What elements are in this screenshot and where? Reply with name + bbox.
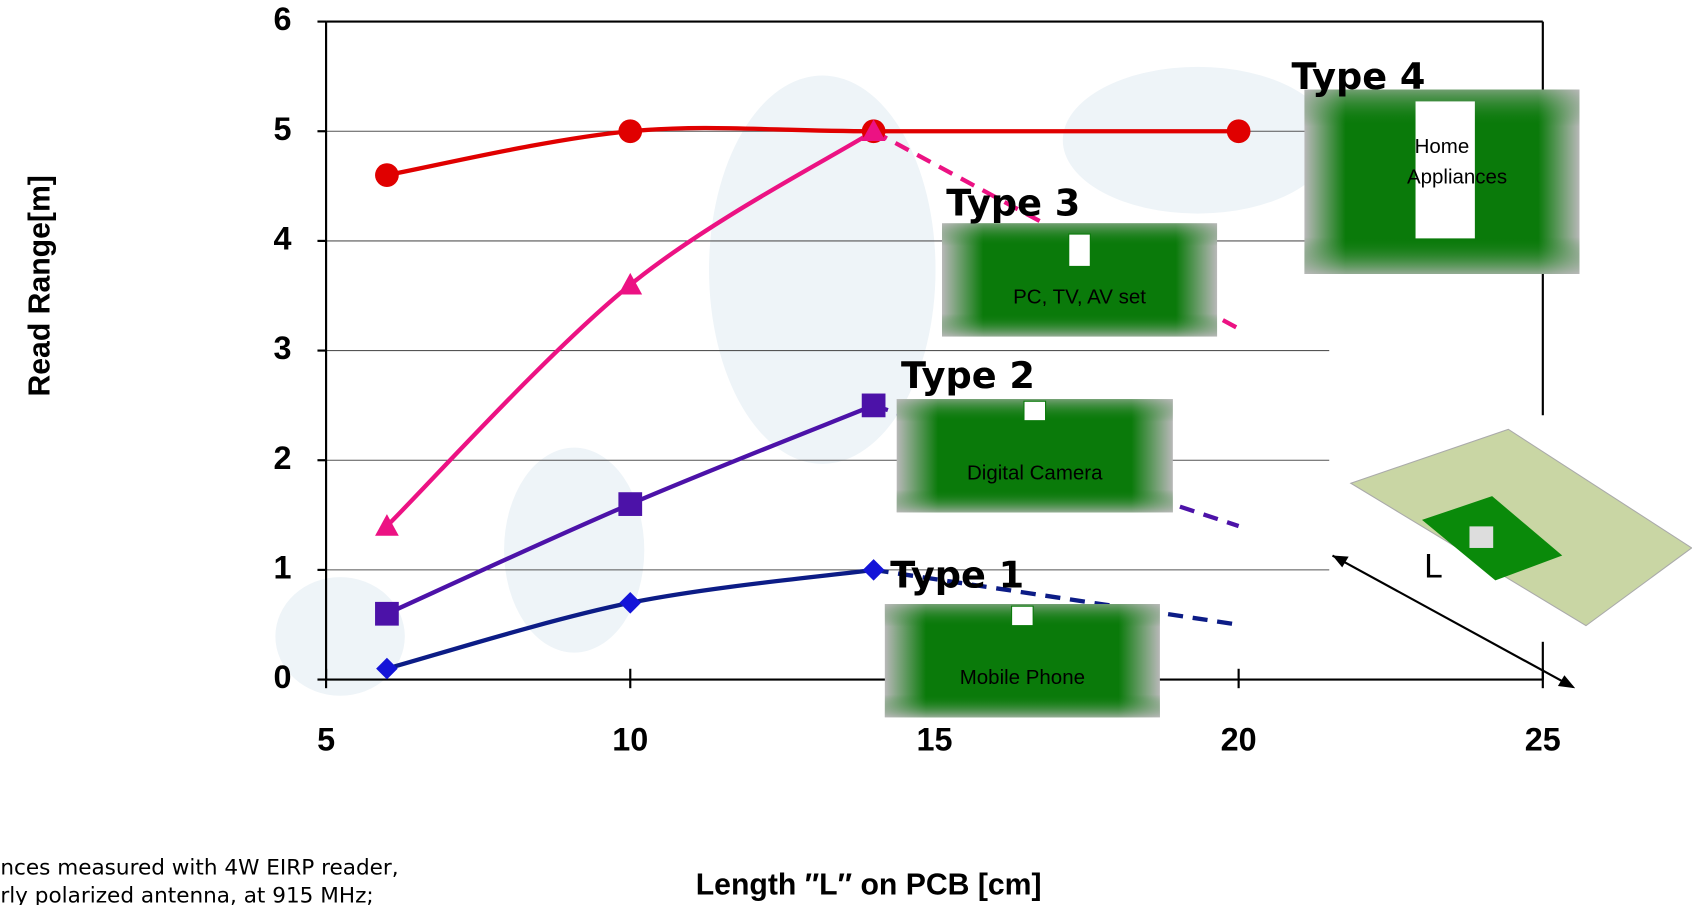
marker <box>862 394 886 418</box>
y-axis-title: Read Range[m] <box>23 175 56 396</box>
marker <box>863 559 885 581</box>
type-label: Type 4 <box>1291 55 1425 98</box>
x-tick-label: 25 <box>1525 722 1561 758</box>
device-box <box>885 604 1160 717</box>
footnote: rly polarized antenna, at 915 MHz; <box>0 883 373 905</box>
footnote: nces measured with 4W EIRP reader, <box>0 855 398 880</box>
device-label: Digital Camera <box>967 461 1103 484</box>
y-tick-label: 6 <box>274 1 292 37</box>
device-label: Appliances <box>1407 165 1507 188</box>
x-axis-title: Length ″L″ on PCB [cm] <box>696 869 1042 902</box>
device-label: Home <box>1415 135 1470 158</box>
type-label: Type 1 <box>890 554 1024 597</box>
y-tick-label: 3 <box>274 330 292 366</box>
dimension-label: L <box>1424 547 1442 585</box>
chip <box>1012 606 1034 625</box>
chip <box>1024 401 1046 420</box>
chip <box>1069 234 1091 266</box>
y-tick-label: 1 <box>274 549 292 585</box>
pcb-illustration <box>1332 429 1691 688</box>
marker <box>375 163 399 187</box>
device-label: Mobile Phone <box>960 666 1085 689</box>
y-tick-label: 2 <box>274 440 292 476</box>
marker <box>618 119 642 143</box>
device-label: PC, TV, AV set <box>1013 285 1146 308</box>
device-box <box>942 223 1217 336</box>
marker <box>375 602 399 626</box>
marker <box>618 492 642 516</box>
marker <box>1227 119 1251 143</box>
x-tick-label: 15 <box>916 722 952 758</box>
background-shapes <box>275 67 1332 696</box>
y-tick-label: 0 <box>274 659 292 695</box>
y-tick-label: 5 <box>274 111 292 147</box>
device-box <box>897 399 1173 512</box>
x-tick-label: 10 <box>612 722 648 758</box>
x-tick-label: 20 <box>1221 722 1257 758</box>
type-label: Type 2 <box>901 354 1035 397</box>
chart: Read Range[m] Length ″L″ on PCB [cm] L 0… <box>0 0 1692 905</box>
x-tick-label: 5 <box>317 722 335 758</box>
y-tick-label: 4 <box>274 220 292 256</box>
type-label: Type 3 <box>946 181 1080 224</box>
